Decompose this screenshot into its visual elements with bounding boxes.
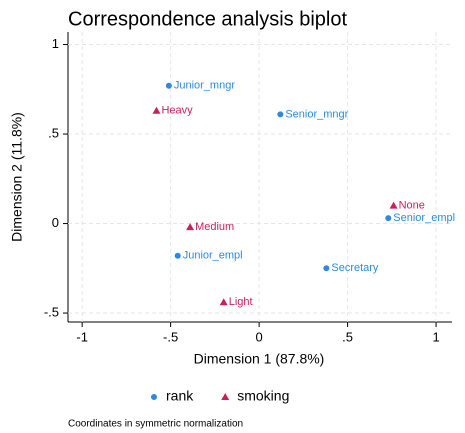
point — [219, 298, 228, 306]
y-tick-label: 0 — [52, 215, 59, 230]
y-tick-label: .5 — [48, 125, 59, 140]
point — [186, 223, 195, 231]
y-tick-label: -.5 — [44, 304, 59, 319]
point-label: Secretary — [331, 262, 379, 274]
point — [277, 111, 284, 118]
legend-marker — [151, 394, 157, 400]
note: Coordinates in symmetric normalization — [68, 419, 243, 430]
x-tick-label: 0 — [255, 329, 262, 344]
point-label: Light — [229, 296, 253, 308]
x-tick-label: -.5 — [163, 329, 178, 344]
legend-label: smoking — [237, 388, 289, 404]
x-tick-label: 1 — [432, 329, 439, 344]
point-label: None — [399, 200, 425, 212]
y-tick-label: 1 — [52, 36, 59, 51]
legend-label: rank — [166, 388, 194, 404]
point — [389, 201, 398, 209]
point-label: Senior_empl — [393, 212, 455, 224]
point-label: Senior_mngr — [285, 108, 348, 120]
point-label: Heavy — [161, 105, 193, 117]
point — [152, 106, 161, 114]
point — [385, 215, 392, 222]
legend-marker — [221, 393, 230, 400]
point-label: Medium — [195, 221, 234, 233]
point — [323, 265, 330, 272]
point-label: Junior_mngr — [174, 80, 235, 92]
x-axis-label: Dimension 1 (87.8%) — [194, 351, 325, 367]
x-tick-label: -1 — [76, 329, 88, 344]
y-axis-label: Dimension 2 (11.8%) — [9, 112, 25, 242]
point — [174, 252, 181, 259]
point — [165, 82, 172, 89]
chart-title: Correspondence analysis biplot — [68, 8, 347, 30]
point-label: Junior_empl — [183, 250, 243, 262]
x-tick-label: .5 — [342, 329, 353, 344]
